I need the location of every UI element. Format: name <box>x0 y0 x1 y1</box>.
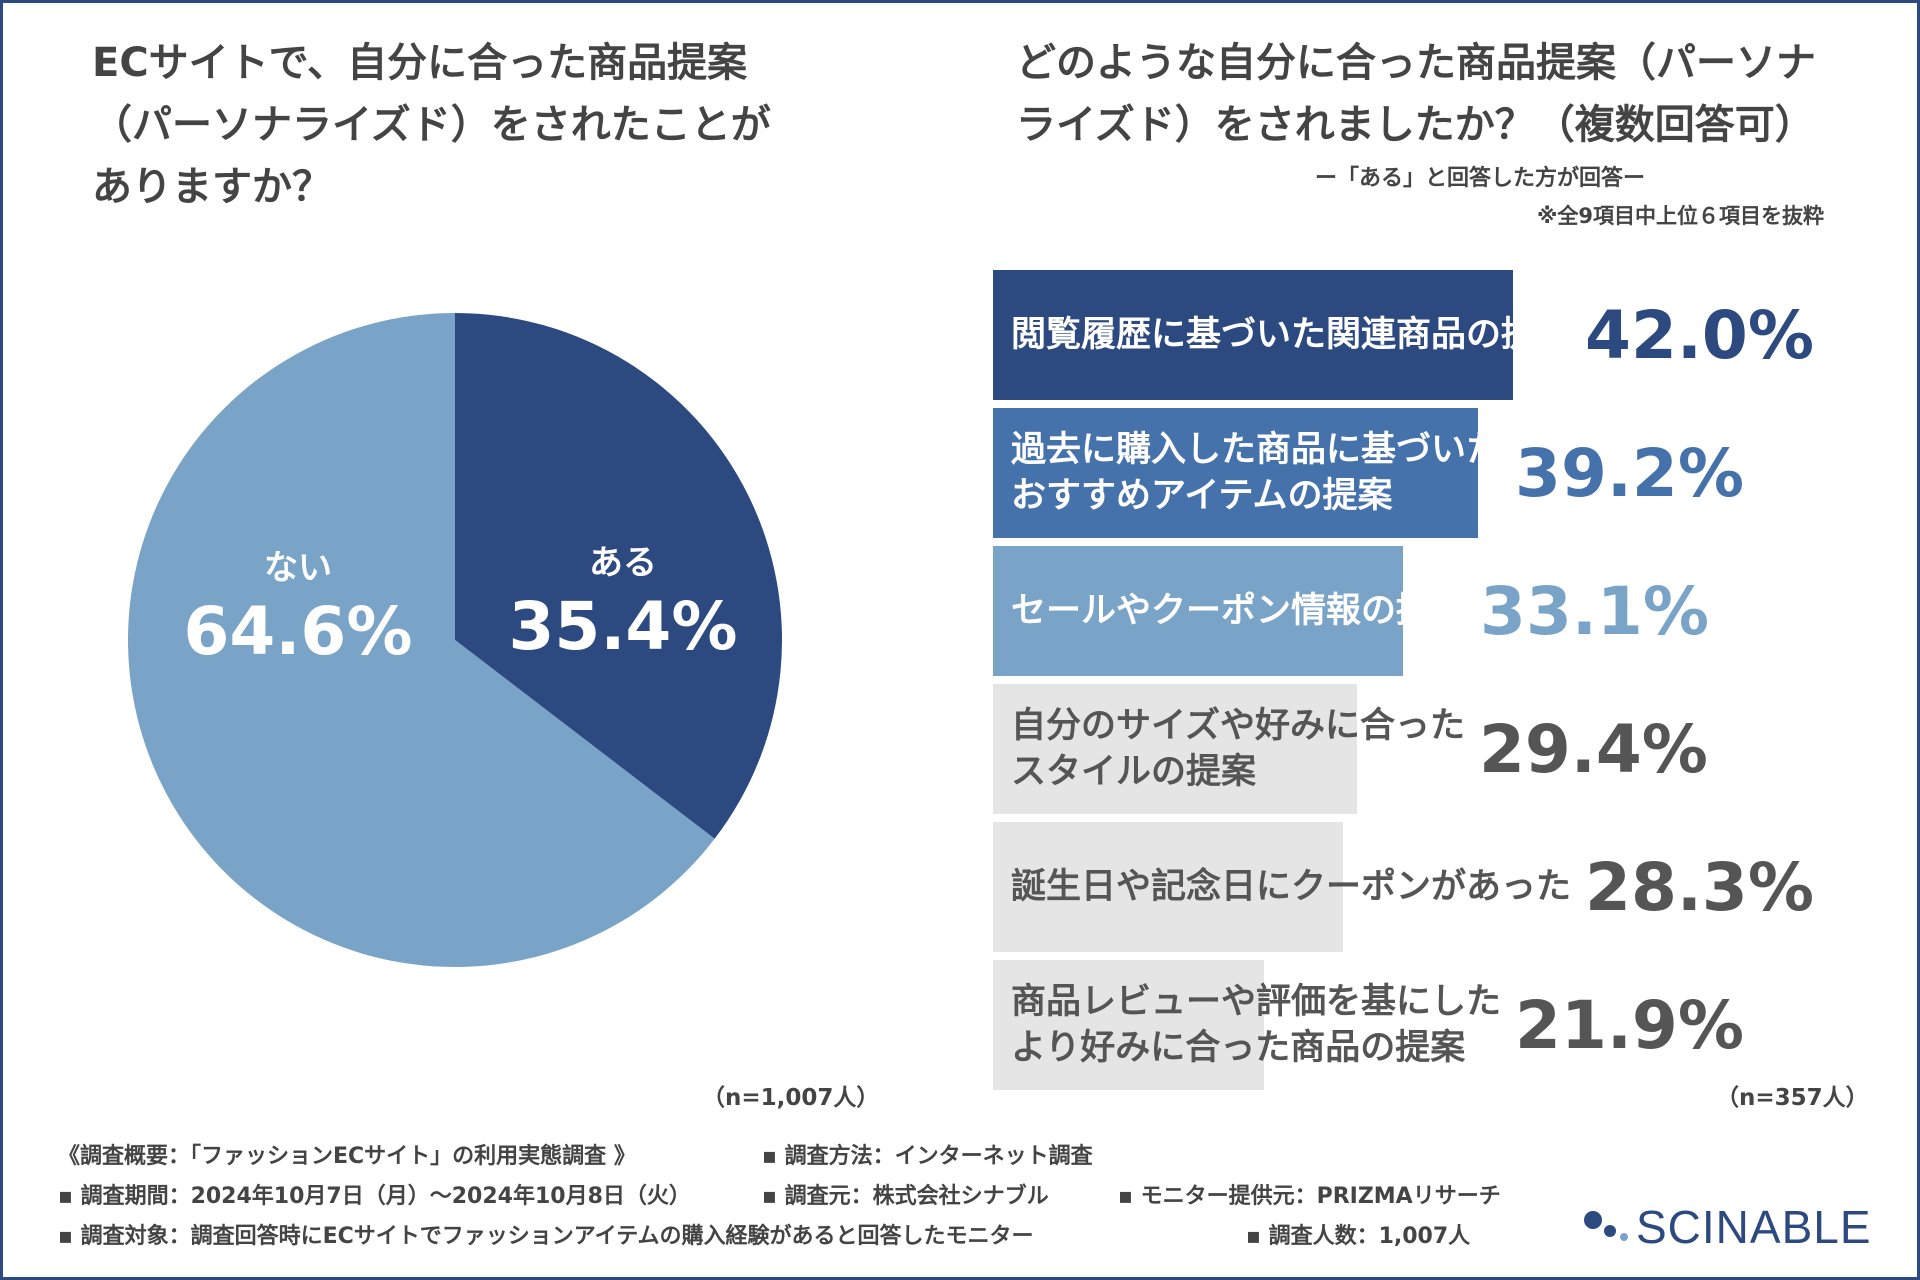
footer-organizer: ▪ 調査元：株式会社シナブル <box>762 1184 1049 1209</box>
bar-category-line: 過去に購入した商品に基づいた <box>1011 430 1502 470</box>
bar-category-line: 商品レビューや評価を基にした <box>1011 982 1502 1022</box>
bar-question-title: どのような自分に合った商品提案（パーソナ ライズド）をされましたか？（複数回答可… <box>1016 32 1896 156</box>
bar-value-label: 33.1% <box>1480 572 1709 650</box>
bar-value-label: 29.4% <box>1478 710 1708 788</box>
bar-category-line: おすすめアイテムの提案 <box>1011 476 1393 516</box>
scinable-logo: SCINABLE <box>1580 1200 1872 1254</box>
pie-title-line: ECサイトで、自分に合った商品提案 <box>92 40 748 86</box>
bar-category-label: 誕生日や記念日にクーポンがあった <box>1011 822 1571 952</box>
bar-value-label: 28.3% <box>1585 848 1814 926</box>
pie-category-aru: ある <box>589 543 657 583</box>
bar-category-line: 自分のサイズや好みに合った <box>1011 706 1465 746</box>
bar <box>993 960 1264 1090</box>
pie-label-aru: ある 35.4% <box>493 535 753 665</box>
bar-category-line: より好みに合った商品の提案 <box>1011 1028 1466 1068</box>
bar-category-label: 過去に購入した商品に基づいた おすすめアイテムの提案 <box>1011 408 1501 538</box>
bar-category-line: 誕生日や記念日にクーポンがあった <box>1011 867 1572 907</box>
footer-period: ▪ 調査期間：2024年10月7日（月）～2024年10月8日（火） <box>58 1184 691 1209</box>
bar-value-label: 42.0% <box>1585 296 1814 374</box>
pie-slice-aru <box>455 313 783 839</box>
bar-title-line: ライズド）をされましたか？（複数回答可） <box>1016 102 1815 148</box>
bar-value-label: 21.9% <box>1515 986 1744 1064</box>
bar <box>993 822 1343 952</box>
pie-sample-size: （n=1,007人） <box>702 1085 880 1111</box>
bar <box>993 546 1403 676</box>
pie-label-nai: ない 64.6% <box>168 540 428 670</box>
bar-subtitle: ー「ある」と回答した方が回答ー <box>1314 166 1645 191</box>
logo-text: SCINABLE <box>1636 1201 1872 1253</box>
pie-value-aru: 35.4% <box>508 588 738 665</box>
footer-survey-name: 《調査概要：「ファッションECサイト」の利用実態調査 》 <box>58 1144 636 1169</box>
pie-value-nai: 64.6% <box>183 593 413 670</box>
footer-target: ▪ 調査対象：調査回答時にECサイトでファッションアイテムの購入経験があると回答… <box>58 1224 1034 1249</box>
bar <box>993 684 1357 814</box>
pie-category-nai: ない <box>264 548 332 588</box>
bar-category-label: 閲覧履歴に基づいた関連商品の提案 <box>1011 270 1571 400</box>
bar-category-line: スタイルの提案 <box>1011 752 1257 792</box>
pie-slice-nai <box>128 313 715 967</box>
bar-sample-size: （n=357人） <box>1716 1085 1869 1111</box>
footer-method: ▪ 調査方法：インターネット調査 <box>762 1144 1093 1169</box>
pie-title-line: （パーソナライズド）をされたことが <box>92 102 771 148</box>
bar-category-line: 閲覧履歴に基づいた関連商品の提案 <box>1011 315 1572 355</box>
bar-category-line: セールやクーポン情報の提案 <box>1011 591 1467 631</box>
bar <box>993 270 1513 400</box>
bar-category-label: 商品レビューや評価を基にした より好みに合った商品の提案 <box>1011 960 1501 1090</box>
bar-title-line: どのような自分に合った商品提案（パーソナ <box>1016 40 1816 86</box>
footer-monitor-provider: ▪ モニター提供元：PRIZMAリサーチ <box>1118 1184 1501 1209</box>
footer-respondents: ▪ 調査人数：1,007人 <box>1246 1224 1471 1249</box>
bar-category-label: 自分のサイズや好みに合った スタイルの提案 <box>1011 684 1465 814</box>
bar-value-label: 39.2% <box>1515 434 1744 512</box>
bar-category-label: セールやクーポン情報の提案 <box>1011 546 1466 676</box>
pie-title-line: ありますか？ <box>92 164 332 210</box>
bar-note: ※全9項目中上位６項目を抜粋 <box>1536 204 1824 228</box>
logo-dots-icon <box>1580 1205 1636 1249</box>
bar <box>993 408 1478 538</box>
pie-question-title: ECサイトで、自分に合った商品提案 （パーソナライズド）をされたことが あります… <box>92 32 852 218</box>
